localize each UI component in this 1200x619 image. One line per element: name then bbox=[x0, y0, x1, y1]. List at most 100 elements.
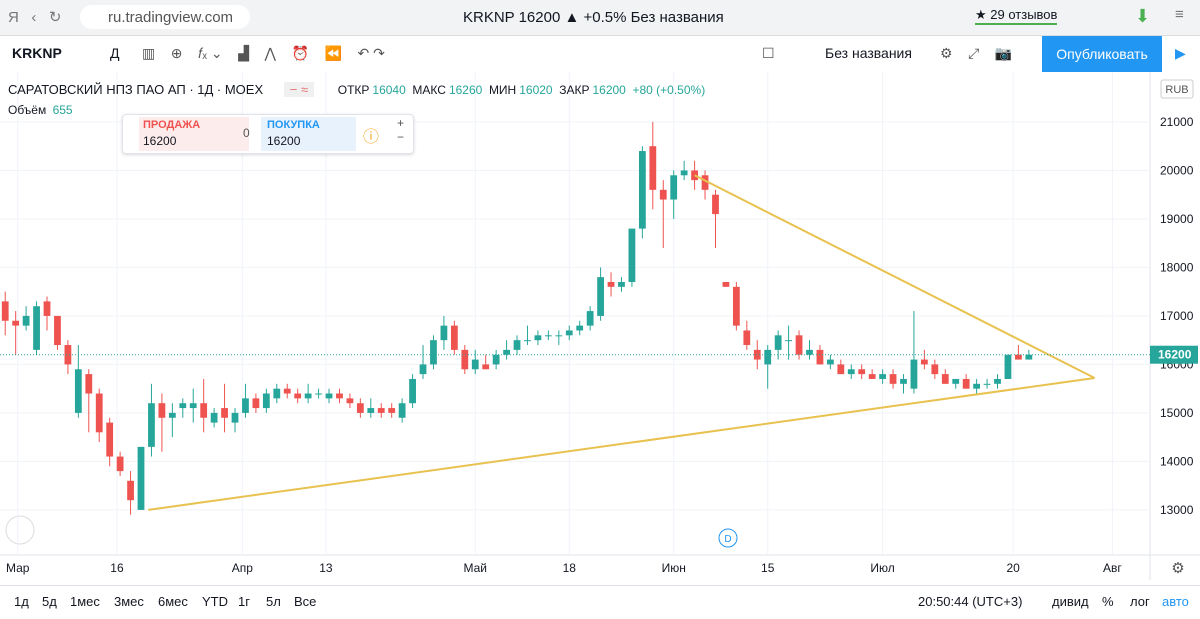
candle-body bbox=[670, 175, 678, 200]
axis-option[interactable]: % bbox=[1102, 594, 1114, 609]
candle-body bbox=[106, 422, 114, 457]
candle-body bbox=[221, 408, 228, 418]
candle-body bbox=[388, 408, 396, 413]
menu-icon[interactable]: ≡ bbox=[1175, 6, 1184, 23]
trend-line bbox=[694, 174, 1096, 379]
symbol[interactable]: KRKNP bbox=[12, 45, 62, 61]
candle-body bbox=[210, 412, 218, 423]
x-tick-label: 13 bbox=[319, 561, 333, 575]
x-tick-label: 20 bbox=[1006, 561, 1020, 575]
dividend-marker[interactable] bbox=[718, 528, 738, 548]
browser-bar: Я ‹ ↻ ru.tradingview.com KRKNP 16200 ▲ +… bbox=[0, 0, 1200, 36]
candle-body bbox=[64, 345, 72, 365]
candle-body bbox=[283, 388, 291, 394]
range-button[interactable]: 5л bbox=[266, 594, 281, 609]
candle-body bbox=[868, 374, 876, 379]
chart-tools[interactable]: ▥ ⊕ 𝑓ₓ ⌄ ▟ ⋀ ⏰ ⏪ ↶ ↷ bbox=[142, 45, 385, 61]
range-button[interactable]: 5д bbox=[42, 594, 57, 609]
candle-body bbox=[858, 369, 866, 375]
sell-label: ПРОДАЖА bbox=[143, 119, 201, 131]
candle-body bbox=[471, 359, 479, 370]
currency-box[interactable] bbox=[1160, 79, 1194, 99]
reviews[interactable]: ★ 29 отзывов bbox=[975, 7, 1058, 25]
x-tick-label: Апр bbox=[232, 561, 254, 575]
candle-body bbox=[419, 364, 427, 375]
last-price: 16200 bbox=[1158, 348, 1192, 362]
candle-body bbox=[1004, 354, 1012, 379]
low-label: МИН bbox=[488, 83, 517, 97]
range-button[interactable]: 6мес bbox=[158, 594, 188, 609]
candle-body bbox=[482, 364, 490, 370]
checkbox[interactable]: ☐ bbox=[762, 45, 775, 61]
axis-option[interactable]: лог bbox=[1130, 594, 1150, 609]
candle-body bbox=[189, 403, 197, 409]
clock[interactable]: 20:50:44 (UTC+3) bbox=[918, 594, 1023, 609]
candle-body bbox=[795, 335, 803, 355]
candle-body bbox=[722, 281, 730, 287]
x-tick-label: Мар bbox=[6, 561, 30, 575]
y-tick-label: 20000 bbox=[1160, 163, 1194, 177]
axis-option[interactable]: авто bbox=[1162, 594, 1189, 609]
candle-body bbox=[680, 170, 688, 176]
bottom-bar: 1д 5д 1мес 3мес 6мес YTD 1г 5л Все 20:50:44 (UTC+… bbox=[0, 585, 1200, 619]
url-field[interactable] bbox=[80, 5, 250, 29]
download-icon[interactable]: ⬇ bbox=[1135, 6, 1151, 26]
change: +80 (+0.50%) bbox=[632, 83, 706, 97]
candle-body bbox=[461, 349, 469, 370]
candle-body bbox=[941, 374, 949, 384]
trade-panel: ПРОДАЖА 16200 0 ПОКУПКА 16200 ⓘ + − bbox=[122, 114, 414, 154]
chart: RUB ⚙ D 13000140001500016000170001800019… bbox=[0, 72, 1200, 585]
tv-logo[interactable] bbox=[5, 515, 35, 545]
zoom-buttons[interactable]: + − bbox=[397, 116, 405, 144]
candle-body bbox=[1025, 354, 1033, 360]
candle-body bbox=[252, 398, 260, 409]
candle-body bbox=[952, 378, 960, 384]
range-button[interactable]: 3мес bbox=[114, 594, 144, 609]
toolbar: KRKNP Д ▥ ⊕ 𝑓ₓ ⌄ ▟ ⋀ ⏰ ⏪ ↶ ↷ ☐ Без назва… bbox=[0, 36, 1200, 73]
candle-body bbox=[137, 446, 145, 510]
y-tick-label: 21000 bbox=[1160, 115, 1194, 129]
range-button[interactable]: YTD bbox=[202, 594, 228, 609]
candle-body bbox=[356, 403, 364, 413]
settings-icons[interactable]: ⚙ ⤢ 📷 bbox=[940, 45, 1013, 61]
candle-body bbox=[33, 306, 40, 350]
axis-option[interactable]: дивид bbox=[1052, 594, 1089, 609]
candle-body bbox=[158, 403, 166, 418]
candle-body bbox=[524, 340, 531, 342]
info-icon[interactable]: ⓘ bbox=[363, 129, 380, 146]
range-button[interactable]: 1г bbox=[238, 594, 250, 609]
range-button[interactable]: Все bbox=[294, 594, 317, 609]
candle-body bbox=[346, 398, 354, 404]
buy-button[interactable] bbox=[261, 117, 356, 151]
candle-body bbox=[774, 335, 782, 350]
candle-body bbox=[450, 325, 458, 350]
axis-settings[interactable]: ⚙ bbox=[1171, 560, 1184, 577]
layout-name[interactable]: Без названия bbox=[825, 45, 912, 61]
play-icon[interactable]: ▶ bbox=[1175, 45, 1186, 61]
sell-button[interactable] bbox=[139, 117, 249, 151]
candle-body bbox=[826, 359, 834, 365]
interval[interactable]: Д bbox=[110, 45, 120, 61]
nav-icons[interactable]: Я ‹ ↻ bbox=[8, 9, 62, 26]
candle-body bbox=[544, 335, 552, 337]
range-button[interactable]: 1мес bbox=[70, 594, 100, 609]
open: 16040 bbox=[372, 83, 406, 97]
candle-body bbox=[315, 393, 322, 395]
candle-body bbox=[847, 369, 855, 375]
candle-body bbox=[1014, 354, 1022, 360]
candle-body bbox=[179, 403, 187, 409]
candle-body bbox=[816, 349, 824, 365]
candle-body bbox=[628, 228, 636, 282]
candle-body bbox=[565, 330, 573, 336]
spread: 0 bbox=[243, 126, 250, 140]
candle-body bbox=[607, 281, 615, 287]
candle-body bbox=[116, 456, 124, 472]
buy-price: 16200 bbox=[267, 134, 301, 148]
publish-button[interactable]: Опубликовать bbox=[1042, 36, 1162, 72]
range-button[interactable]: 1д bbox=[14, 594, 29, 609]
legend-toggle[interactable]: − ≈ bbox=[283, 82, 315, 97]
candle-body bbox=[732, 286, 740, 326]
candle-body bbox=[513, 340, 521, 350]
